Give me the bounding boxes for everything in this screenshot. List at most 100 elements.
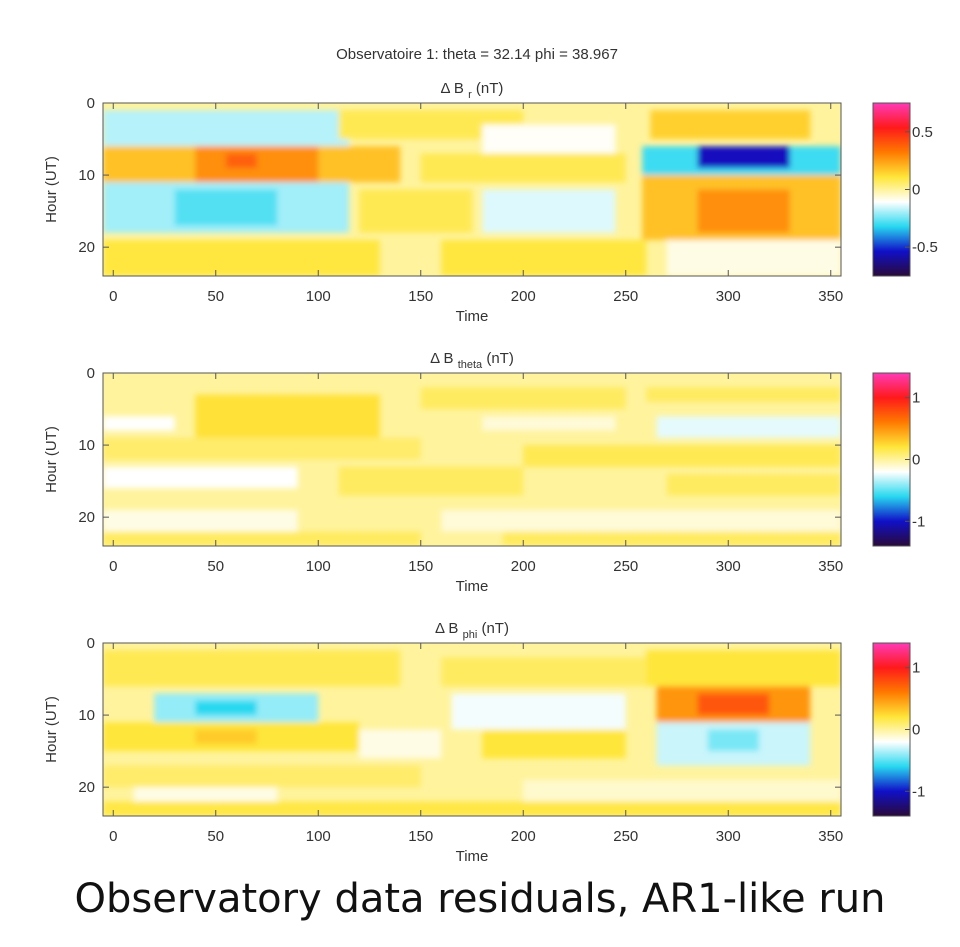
x-tick-label: 150 xyxy=(408,828,433,845)
colorbar-gradient xyxy=(872,372,911,547)
y-tick-label: 10 xyxy=(78,707,95,724)
heatmap-cell xyxy=(666,473,841,496)
heatmap-cell xyxy=(103,239,380,276)
heatmap-cell xyxy=(482,189,616,233)
heatmap-cell xyxy=(697,146,790,168)
heatmap-cell xyxy=(441,657,647,687)
y-axis-label: Hour (UT) xyxy=(43,426,60,493)
panel-title: Δ B r (nT) xyxy=(441,80,504,101)
colorbar-tick-label: 1 xyxy=(912,390,920,407)
y-tick-label: 20 xyxy=(78,779,95,796)
y-tick-label: 0 xyxy=(87,365,95,382)
heatmap-cell xyxy=(646,387,841,402)
x-tick-label: 350 xyxy=(818,288,843,305)
x-tick-label: 300 xyxy=(716,558,741,575)
figure-suptitle: Observatoire 1: theta = 32.14 phi = 38.9… xyxy=(336,46,618,63)
x-tick-label: 0 xyxy=(109,828,117,845)
heatmap-cell xyxy=(103,801,841,816)
x-tick-label: 300 xyxy=(716,288,741,305)
heatmap-cell xyxy=(226,153,257,168)
colorbar-tick-label: 0.5 xyxy=(912,124,933,141)
heatmap-cell xyxy=(482,416,616,431)
heatmap-cell xyxy=(103,437,421,460)
colorbar: 1 0 -1 xyxy=(872,372,925,547)
x-tick-label: 300 xyxy=(716,828,741,845)
heatmap-cell xyxy=(103,531,421,546)
colorbar: 1 0 -1 xyxy=(872,642,925,817)
y-axis-label: Hour (UT) xyxy=(43,696,60,763)
heatmap-cell xyxy=(666,239,841,276)
heatmap-cell xyxy=(451,693,626,730)
figure-caption: Observatory data residuals, AR1-like run xyxy=(74,876,886,922)
y-axis-label: Hour (UT) xyxy=(43,156,60,223)
heatmap-cell xyxy=(103,110,349,147)
x-tick-label: 100 xyxy=(306,288,331,305)
x-tick-label: 200 xyxy=(511,558,536,575)
heatmap-cell xyxy=(103,509,298,532)
x-tick-label: 200 xyxy=(511,828,536,845)
x-axis-label: Time xyxy=(456,578,489,595)
colorbar-tick-label: -0.5 xyxy=(912,239,938,256)
heatmap-cell xyxy=(195,729,257,744)
colorbar-tick-label: -1 xyxy=(912,783,925,800)
x-tick-label: 50 xyxy=(207,288,224,305)
colorbar-tick-label: -1 xyxy=(912,513,925,530)
heatmap-cell xyxy=(359,729,442,759)
heatmap-cell xyxy=(482,124,616,154)
heatmap-cell xyxy=(420,153,626,183)
y-tick-label: 10 xyxy=(78,167,95,184)
heatmap-cell xyxy=(441,509,841,532)
y-tick-label: 10 xyxy=(78,437,95,454)
x-axis-label: Time xyxy=(456,308,489,325)
colorbar-tick-label: 0 xyxy=(912,722,920,739)
x-tick-label: 50 xyxy=(207,558,224,575)
x-tick-label: 250 xyxy=(613,828,638,845)
y-tick-label: 20 xyxy=(78,239,95,256)
heatmap-cell xyxy=(697,693,770,716)
figure: Observatoire 1: theta = 32.14 phi = 38.9… xyxy=(43,46,938,865)
colorbar: 0.5 0 -0.5 xyxy=(872,102,938,277)
x-tick-label: 150 xyxy=(408,558,433,575)
heatmap-cell xyxy=(707,729,759,752)
heatmap-cell xyxy=(103,466,298,489)
x-tick-label: 150 xyxy=(408,288,433,305)
heatmap-cells xyxy=(103,110,841,276)
heatmap-cell xyxy=(482,729,626,759)
x-tick-label: 100 xyxy=(306,828,331,845)
x-tick-label: 0 xyxy=(109,558,117,575)
colorbar-tick-label: 0 xyxy=(912,182,920,199)
figure-canvas: Observatoire 1: theta = 32.14 phi = 38.9… xyxy=(43,46,938,865)
x-tick-label: 250 xyxy=(613,288,638,305)
heatmap-cell xyxy=(195,394,380,438)
x-tick-label: 50 xyxy=(207,828,224,845)
heatmap-cell xyxy=(174,189,278,226)
heatmap-cell xyxy=(338,466,524,496)
heatmap-cell xyxy=(359,189,472,233)
heatmap-cell xyxy=(646,650,841,687)
heatmap-cell xyxy=(697,189,790,233)
heatmap-cell xyxy=(650,110,811,140)
x-tick-label: 0 xyxy=(109,288,117,305)
x-tick-label: 250 xyxy=(613,558,638,575)
heatmap-cell xyxy=(523,445,841,467)
axes-frame xyxy=(102,102,842,277)
heatmap-cell xyxy=(420,387,626,410)
heatmap-cell xyxy=(103,765,421,788)
axes-frame xyxy=(102,372,842,547)
y-tick-label: 20 xyxy=(78,509,95,526)
heatmap-cell xyxy=(656,416,841,438)
heatmap-cell xyxy=(523,779,841,802)
colorbar-tick-label: 1 xyxy=(912,660,920,677)
heatmap-cell xyxy=(441,239,647,276)
heatmap-panel-1: Δ B r (nT) 0 50 100 150 200 250 300 350 0 10 20 Time… xyxy=(43,80,938,325)
heatmap-cell xyxy=(103,650,401,687)
panel-title: Δ B theta (nT) xyxy=(430,350,514,371)
heatmap-panel-3: Δ B phi (nT)0 50 100 150 200 250 300 35001020Ti… xyxy=(43,620,925,865)
heatmap-cell xyxy=(502,531,841,546)
heatmap-cells xyxy=(103,387,841,546)
x-tick-label: 200 xyxy=(511,288,536,305)
heatmap-panel-2: Δ B theta (nT)0 50 100 150 200 250 300 35001020… xyxy=(43,350,925,595)
panel-title: Δ B phi (nT) xyxy=(435,620,509,641)
axes-frame xyxy=(102,642,842,817)
x-tick-label: 350 xyxy=(818,558,843,575)
